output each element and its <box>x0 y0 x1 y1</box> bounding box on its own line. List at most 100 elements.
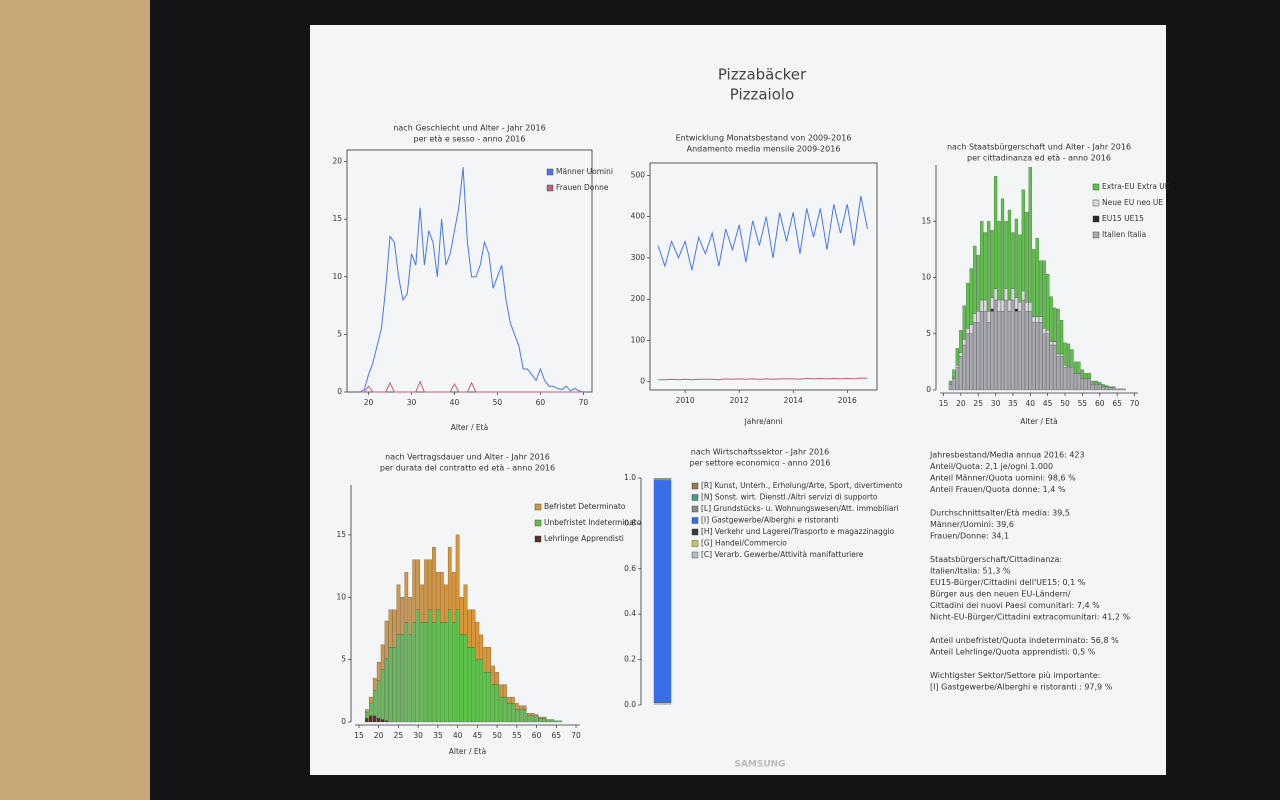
x-tick-label: 2016 <box>838 396 857 405</box>
y-tick-label: 400 <box>631 212 646 221</box>
bar-segment <box>526 713 531 716</box>
bar-segment <box>491 684 495 723</box>
summary-line: Anteil Männer/Quota uomini: 98,6 % <box>930 474 1076 483</box>
bar-segment <box>1084 378 1088 391</box>
bar-segment <box>983 311 987 391</box>
bar-segment <box>1053 344 1057 391</box>
legend-swatch <box>1092 199 1100 207</box>
bar-segment <box>1039 322 1043 391</box>
bar-segment <box>440 622 444 723</box>
x-tick-label: 30 <box>413 731 423 740</box>
y-tick-label: 0.6 <box>624 564 636 573</box>
bar-segment <box>1101 384 1105 387</box>
bar-segment <box>534 714 539 716</box>
bar-segment <box>969 268 973 325</box>
bar-segment <box>1105 385 1109 387</box>
bar-segment <box>455 534 460 610</box>
bar-segment <box>1014 218 1019 298</box>
bar-segment <box>384 720 389 723</box>
bar-segment <box>1101 386 1105 391</box>
legend-swatch <box>534 503 542 511</box>
bar-segment <box>388 647 393 723</box>
bar-segment <box>1053 341 1057 346</box>
legend-swatch <box>546 184 554 192</box>
bar-segment <box>966 328 970 334</box>
bar-segment <box>1084 373 1088 379</box>
chart-subtitle: per età e sesso - anno 2016 <box>414 135 526 144</box>
bar-segment <box>463 584 468 635</box>
legend-swatch <box>691 482 699 490</box>
y-tick-label: 1.0 <box>624 473 636 482</box>
bar-segment <box>404 622 409 723</box>
bar-segment <box>503 684 507 698</box>
bar-segment <box>511 703 515 723</box>
bar-segment <box>983 299 987 312</box>
bar-segment <box>507 703 511 723</box>
bar-segment <box>1035 316 1039 323</box>
bar-segment <box>1014 308 1019 312</box>
bar-segment <box>973 313 977 323</box>
x-tick-label: 15 <box>939 399 949 408</box>
bar-segment <box>467 609 472 648</box>
summary-line: EU15-Bürger/Cittadini dell'UE15: 0,1 % <box>930 578 1086 587</box>
bar-segment <box>372 715 377 723</box>
bar-segment <box>993 176 998 289</box>
bar-segment <box>1021 299 1025 391</box>
y-tick-label: 200 <box>631 294 646 303</box>
bar-segment <box>976 254 980 312</box>
y-tick-label: 15 <box>921 216 931 225</box>
bar-segment <box>368 703 373 716</box>
y-tick-label: 5 <box>926 329 931 338</box>
y-tick-label: 15 <box>332 214 342 223</box>
bar-segment <box>1004 288 1008 301</box>
bar-segment <box>1053 307 1057 342</box>
legend-swatch <box>1092 231 1100 239</box>
legend-label: Frauen Donne <box>556 183 609 192</box>
bar-segment <box>952 378 956 391</box>
bar-segment <box>483 647 488 673</box>
bar-segment <box>1091 380 1095 385</box>
bar-segment <box>653 702 672 703</box>
bar-segment <box>1056 356 1060 391</box>
x-tick-label: 40 <box>453 731 463 740</box>
bar-segment <box>959 356 963 391</box>
bar-segment <box>467 647 472 723</box>
bar-segment <box>1004 221 1008 289</box>
bar-segment <box>447 609 452 723</box>
bar-segment <box>522 709 527 723</box>
bar-segment <box>948 384 953 391</box>
chart-title: nach Vertragsdauer und Alter - Jahr 2016 <box>385 453 550 462</box>
bar-segment <box>424 622 428 723</box>
chart-title: nach Staatsbürgerschaft und Alter - Jahr… <box>947 143 1131 152</box>
bar-segment <box>969 333 973 391</box>
bar-segment <box>1032 316 1036 323</box>
bar-segment <box>1049 344 1053 391</box>
x-axis-label: Alter / Età <box>1020 417 1057 426</box>
y-tick-label: 0 <box>337 387 342 396</box>
x-tick-label: 65 <box>1112 399 1122 408</box>
bar-segment <box>1056 353 1060 357</box>
x-tick-label: 65 <box>552 731 562 740</box>
legend-label: EU15 UE15 <box>1102 214 1144 223</box>
bar-segment <box>1098 384 1102 391</box>
bar-segment <box>365 718 369 723</box>
bar-segment <box>436 609 440 723</box>
y-tick-label: 0 <box>926 385 931 394</box>
bar-segment <box>530 715 535 723</box>
legend-swatch <box>546 168 554 176</box>
bar-segment <box>538 718 543 723</box>
bar-segment <box>997 221 1001 301</box>
legend-label: Neue EU neo UE <box>1102 198 1163 207</box>
bar-segment <box>400 634 405 723</box>
x-tick-label: 25 <box>973 399 983 408</box>
bar-segment <box>365 711 369 719</box>
legend-label: [C] Verarb. Gewerbe/Attività manifatturi… <box>701 550 864 559</box>
y-tick-label: 300 <box>631 253 646 262</box>
bar-segment <box>1059 353 1064 357</box>
bar-segment <box>1049 341 1053 346</box>
legend-label: [R] Kunst, Unterh., Erholung/Arte, Sport… <box>701 481 903 490</box>
legend-label: Männer Uomini <box>556 167 613 176</box>
x-tick-label: 30 <box>407 398 417 407</box>
bar-segment <box>1087 378 1091 391</box>
bar-segment <box>1046 330 1050 334</box>
